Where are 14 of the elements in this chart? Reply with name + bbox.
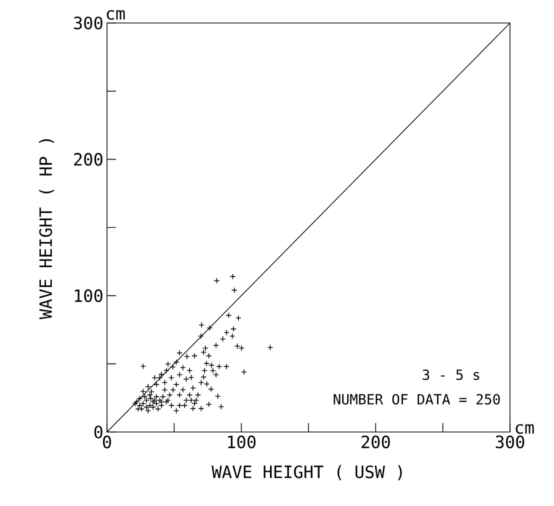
text: cm (106, 10, 125, 20)
x-tick-label: 200 (362, 436, 390, 448)
y-tick-label: 300 (74, 16, 102, 30)
y-tick-label: 200 (74, 152, 102, 166)
x-tick-label: 0 (102, 436, 111, 448)
x-axis-title: WAVE HEIGHT ( USW ) (212, 465, 402, 480)
annotation: NUMBER OF DATA = 250 (334, 394, 500, 405)
y-tick-label: 100 (74, 289, 102, 302)
y-tick-label: 0 (94, 426, 102, 438)
x-tick-label: 100 (228, 436, 256, 448)
annotation: 3 - 5 s (422, 369, 480, 380)
y-axis-title: WAVE HEIGHT ( HP ) (38, 139, 54, 320)
text: cm (516, 424, 534, 434)
x-tick-label: 300 (496, 436, 524, 448)
